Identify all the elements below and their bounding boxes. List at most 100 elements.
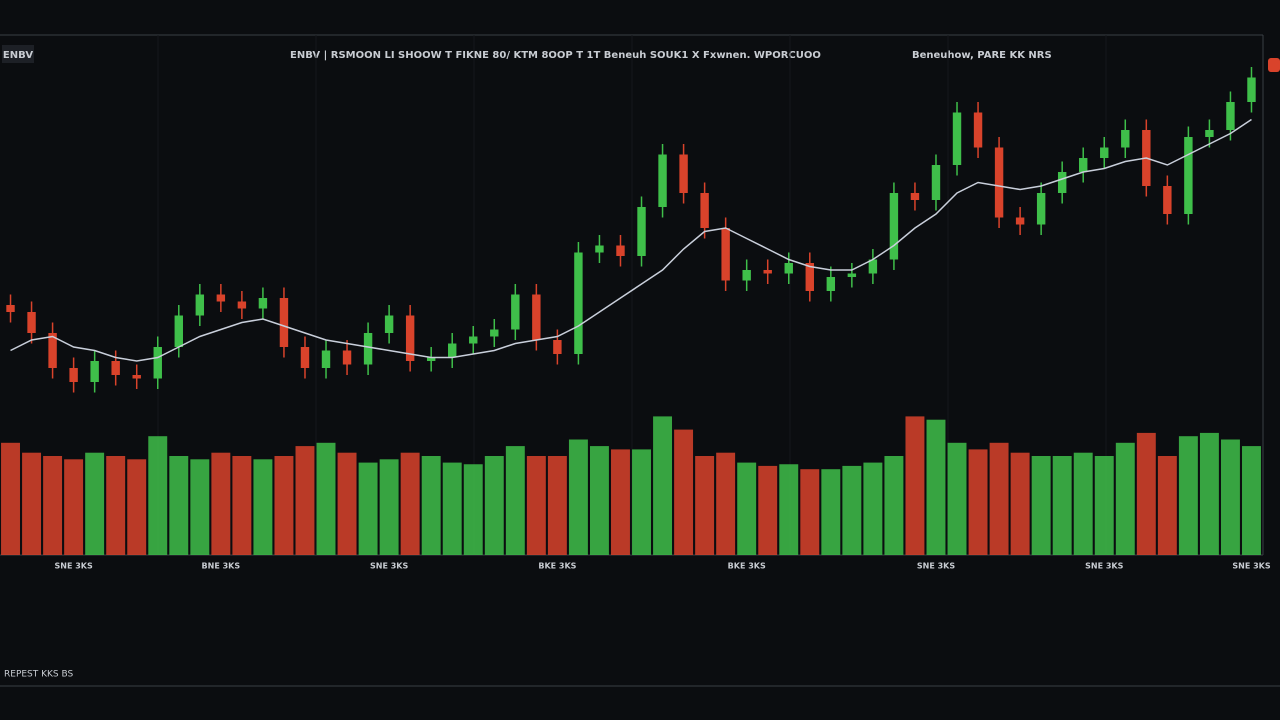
volume-bar <box>169 456 189 555</box>
candle-body <box>595 245 604 253</box>
candle-body <box>237 301 247 309</box>
volume-bar <box>863 462 883 555</box>
candle-body <box>363 333 373 365</box>
candle-body <box>511 294 520 330</box>
candle-body <box>826 277 836 291</box>
volume-bar <box>800 469 820 555</box>
volume-bar <box>1178 436 1198 555</box>
volume-bar <box>358 462 378 555</box>
x-tick-label: SNE 3KS <box>54 562 92 571</box>
volume-bar <box>1157 456 1177 555</box>
symbol-box <box>2 45 34 63</box>
volume-bar <box>463 464 483 555</box>
volume-bar <box>632 449 651 555</box>
x-tick-label: SNE 3KS <box>917 562 955 571</box>
candle-body <box>1036 193 1046 225</box>
candle-body <box>90 361 99 382</box>
candle-body <box>174 315 183 347</box>
volume-bar <box>22 452 42 555</box>
candle-body <box>426 357 436 361</box>
volume-bar <box>337 452 357 555</box>
x-tick-label: SNE 3KS <box>1232 562 1270 571</box>
candle-body <box>279 298 289 347</box>
volume-bar <box>379 459 399 555</box>
volume-bar <box>274 456 294 555</box>
volume-bar <box>64 459 84 555</box>
candle-body <box>195 294 205 316</box>
volume-bar <box>1 442 20 555</box>
candle-body <box>1015 217 1025 225</box>
candle-body <box>574 252 583 354</box>
volume-bar <box>43 456 63 555</box>
volume-bar <box>653 416 673 555</box>
candle-body <box>868 259 878 274</box>
candle-body <box>553 340 562 354</box>
candle-body <box>132 375 141 379</box>
candle-body <box>258 298 268 309</box>
volume-bar <box>1052 456 1072 555</box>
volume-bar <box>1199 432 1219 555</box>
candle-body <box>910 193 920 200</box>
chart-subtitle: Beneuhow, PARE KK NRS <box>912 50 1052 61</box>
volume-bar <box>989 442 1009 555</box>
volume-bar <box>695 456 715 555</box>
symbol: ENBV <box>3 50 33 61</box>
volume-bar <box>926 419 946 555</box>
candle-body <box>27 312 36 333</box>
candle-body <box>1057 172 1067 193</box>
volume-bar <box>884 456 904 555</box>
volume-bar <box>737 462 757 555</box>
volume-bar <box>905 416 925 555</box>
candle-body <box>784 263 793 274</box>
footer: REPEST KKS BS <box>4 670 74 680</box>
candle-body <box>679 154 688 193</box>
x-tick-label: BKE 3KS <box>538 562 576 571</box>
candle-body <box>658 154 667 207</box>
candle-body <box>490 329 499 337</box>
candle-body <box>973 112 983 148</box>
x-tick-label: BKE 3KS <box>728 562 766 571</box>
candle-body <box>111 361 120 375</box>
candle-body <box>952 112 962 165</box>
candle-body <box>994 147 1004 218</box>
candle-body <box>532 294 541 340</box>
volume-bar <box>190 459 210 555</box>
x-tick-label: BNE 3KS <box>202 562 241 571</box>
volume-bar <box>1242 446 1261 555</box>
volume-bar <box>1073 452 1093 555</box>
volume-bar <box>1115 442 1135 555</box>
candle-body <box>448 343 457 358</box>
candle-body <box>69 368 78 382</box>
candle-body <box>153 347 162 379</box>
candle-body <box>1163 186 1172 214</box>
volume-bar <box>1220 439 1240 555</box>
candle-body <box>321 350 331 368</box>
volume-bar <box>716 452 736 555</box>
candle-body <box>1184 137 1193 214</box>
candle-body <box>384 315 394 333</box>
candle-body <box>1079 158 1088 172</box>
moving-average <box>10 118 1252 362</box>
candle-body <box>805 263 814 291</box>
chart-title: ENBV | RSMOON LI SHOOW T FIKNE 80/ KTM 8… <box>290 50 821 61</box>
candle-body <box>721 228 730 281</box>
volume-bar <box>968 449 988 555</box>
volume-bar <box>1010 452 1030 555</box>
x-tick-label: SNE 3KS <box>1085 562 1123 571</box>
volume-bar <box>148 436 168 555</box>
volume-bar <box>611 449 630 555</box>
candle-body <box>300 347 310 368</box>
volume-bar <box>779 464 799 555</box>
candle-body <box>216 294 226 302</box>
volume-bar <box>232 456 252 555</box>
candle-body <box>847 273 857 277</box>
volume-bar <box>1136 432 1156 555</box>
volume-bar <box>484 456 504 555</box>
candle-body <box>889 193 899 260</box>
volume-bar <box>85 452 105 555</box>
volume-bar <box>442 462 462 555</box>
volume-bar <box>547 456 567 555</box>
candle-body <box>616 245 625 256</box>
